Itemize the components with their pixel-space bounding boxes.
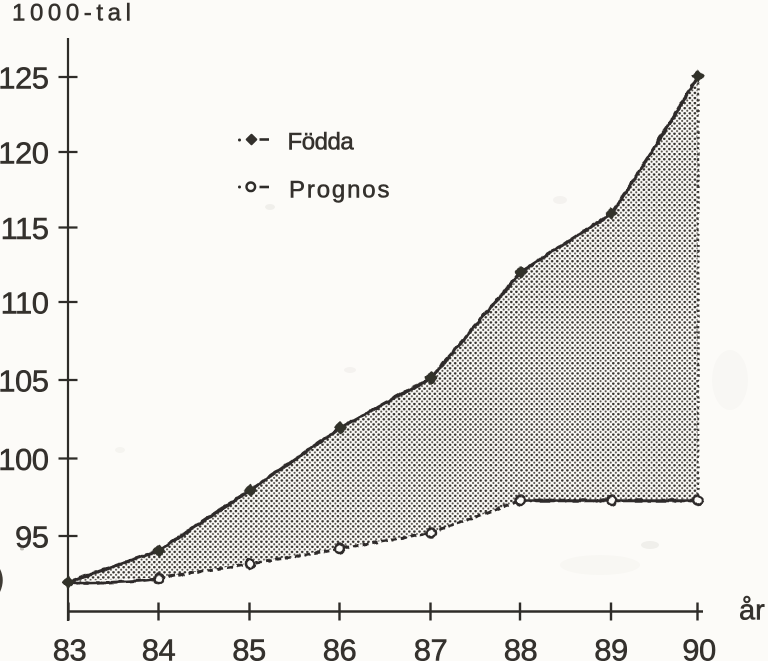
svg-text:105: 105 <box>0 363 49 398</box>
svg-text:Födda: Födda <box>288 129 355 156</box>
svg-text:86: 86 <box>323 633 356 661</box>
svg-text:Prognos: Prognos <box>289 177 391 204</box>
svg-text:100: 100 <box>0 442 49 477</box>
svg-text:85: 85 <box>232 633 265 661</box>
svg-text:83: 83 <box>53 633 86 661</box>
svg-text:år: år <box>739 595 765 627</box>
svg-text:1000-tal: 1000-tal <box>12 0 136 26</box>
svg-text:90: 90 <box>682 633 716 661</box>
svg-text:120: 120 <box>0 135 49 170</box>
svg-text:84: 84 <box>142 633 176 661</box>
svg-text:87: 87 <box>414 633 447 661</box>
svg-text:88: 88 <box>504 633 537 661</box>
svg-text:115: 115 <box>1 211 49 246</box>
svg-text:89: 89 <box>594 633 627 661</box>
svg-text:110: 110 <box>1 285 49 320</box>
svg-text:125: 125 <box>0 60 49 95</box>
